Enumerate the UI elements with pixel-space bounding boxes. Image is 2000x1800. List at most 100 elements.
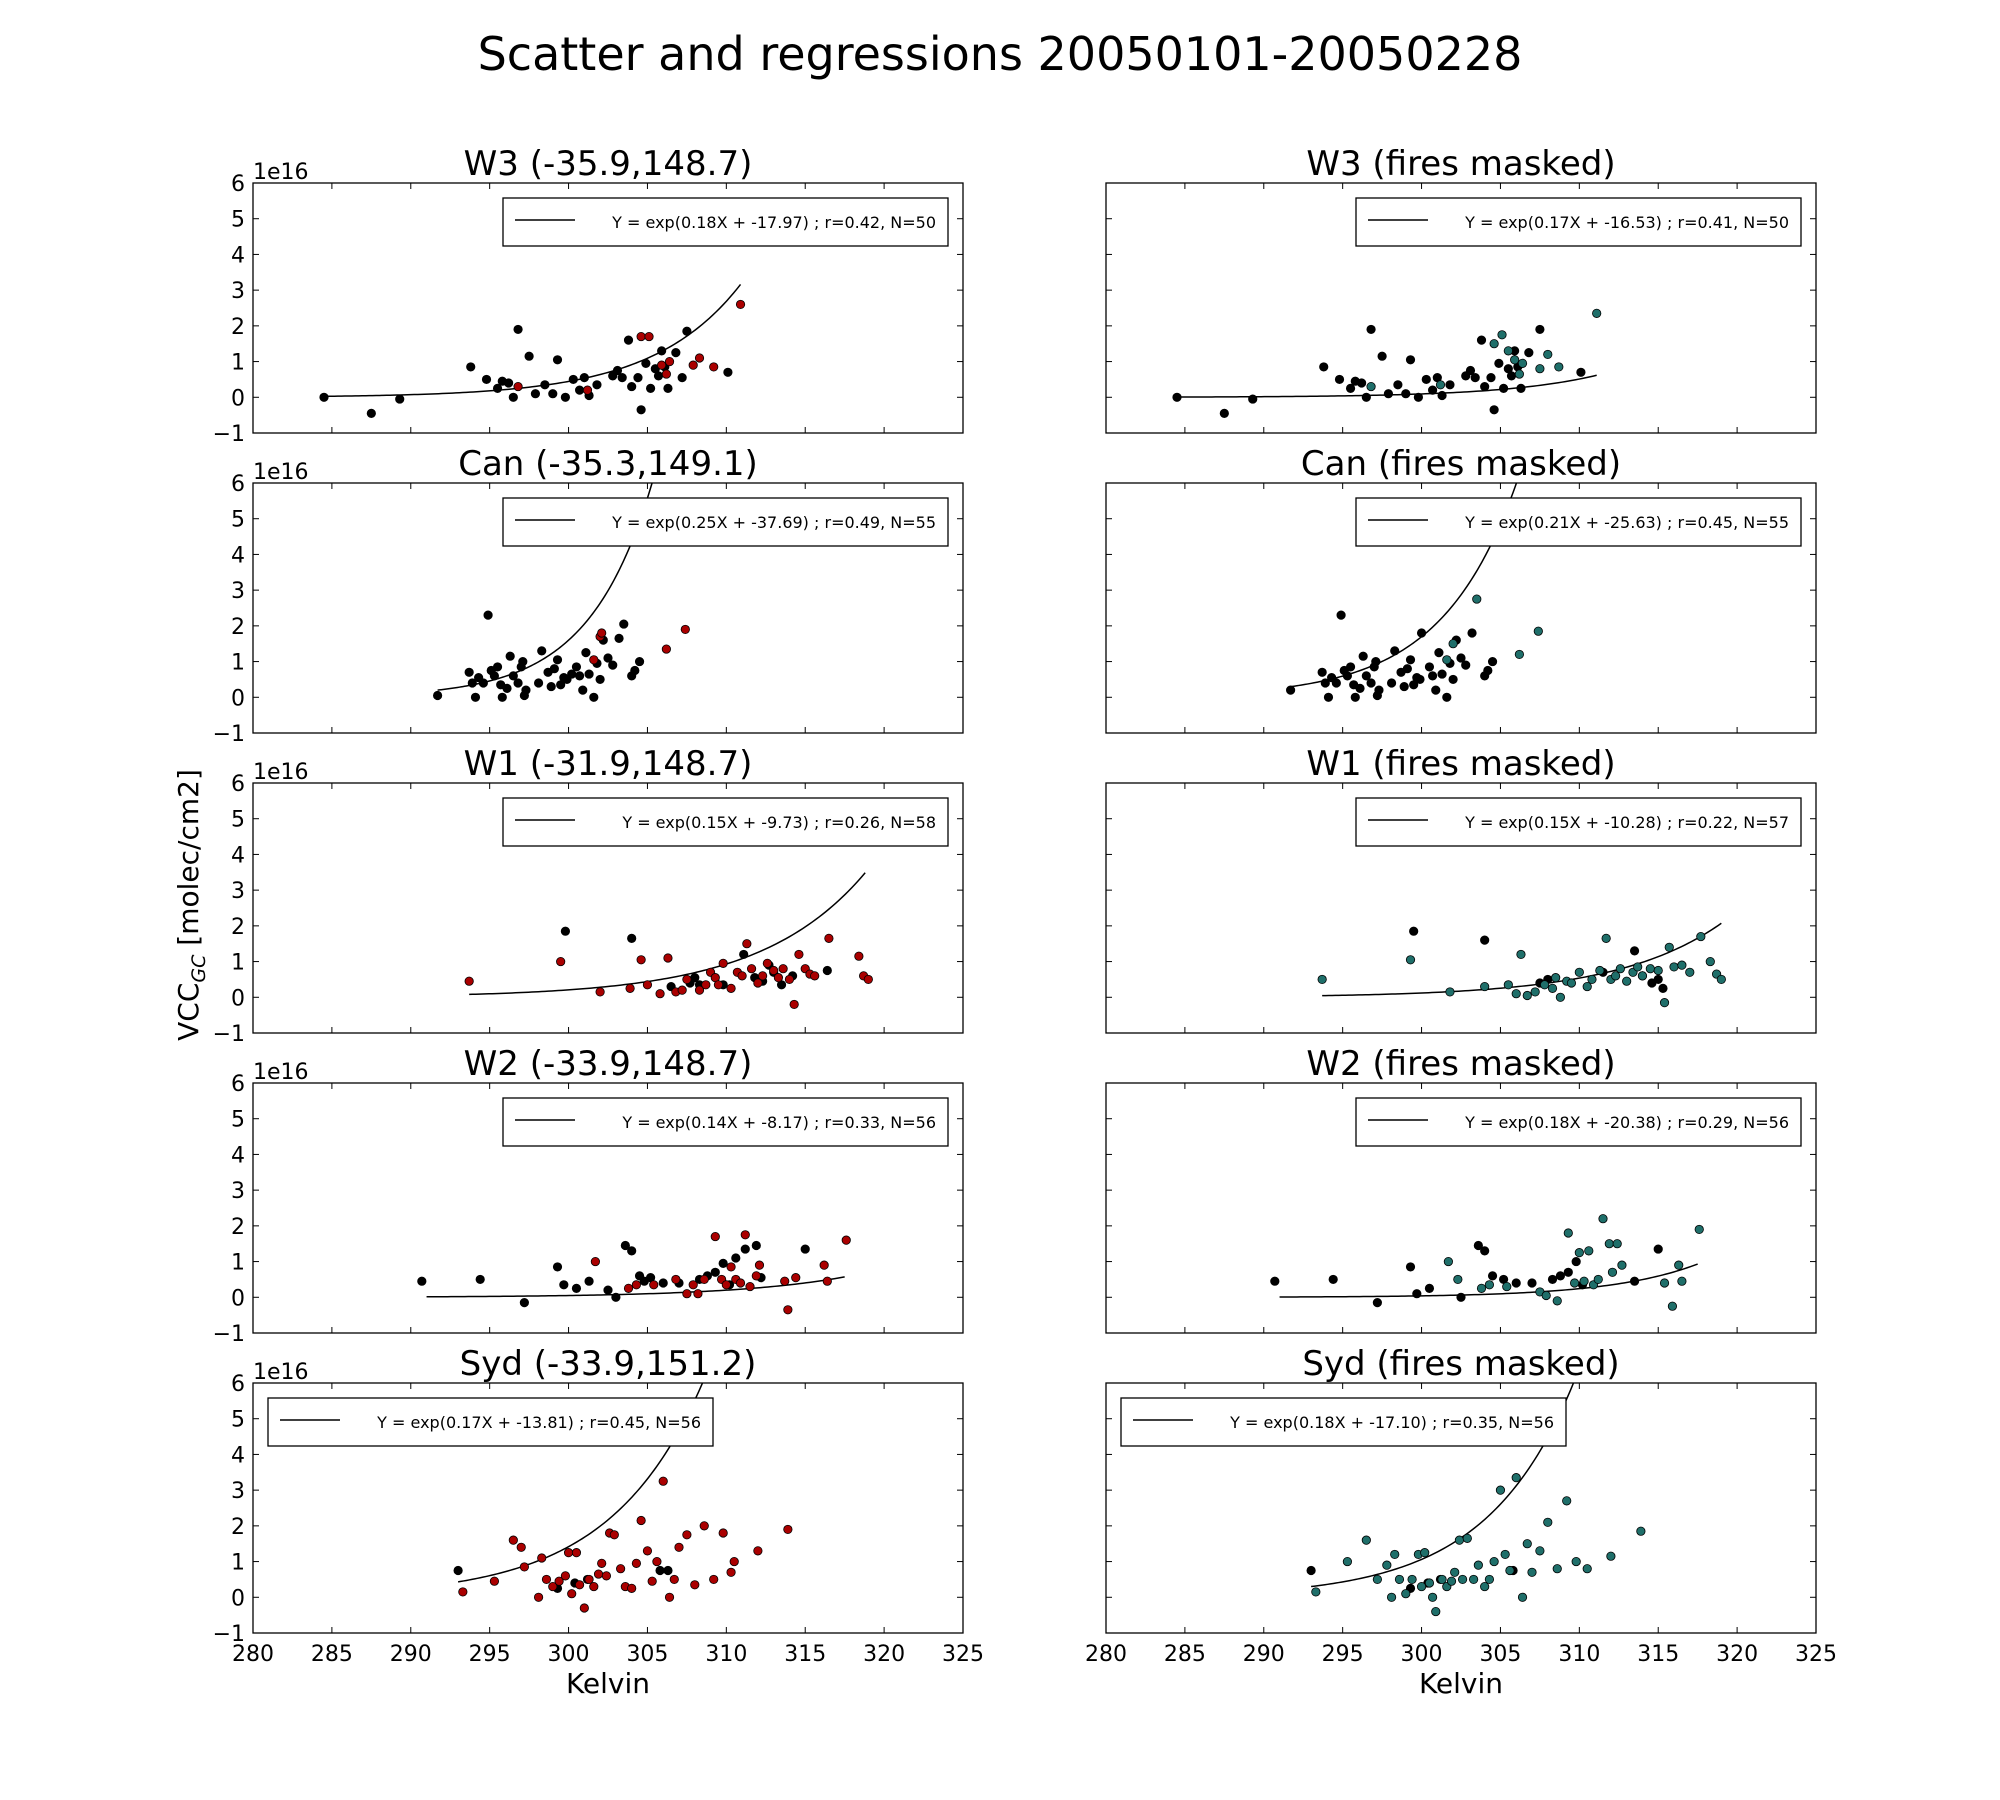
x-tick-label: 315 xyxy=(784,1642,826,1667)
axes-frame xyxy=(1105,1082,1817,1334)
data-point-masked xyxy=(1473,1560,1483,1570)
legend-label: Y = exp(0.18X + -17.97) ; r=0.42, N=50 xyxy=(611,213,936,232)
data-point-plain xyxy=(623,335,634,345)
data-point-masked xyxy=(1669,962,1679,972)
data-point-fire xyxy=(754,1260,765,1270)
data-point-masked xyxy=(1484,1574,1495,1585)
axes-frame xyxy=(1105,482,1817,734)
data-point-fire xyxy=(563,1548,574,1558)
data-point-plain xyxy=(1494,358,1504,368)
data-point-masked xyxy=(1514,369,1524,379)
data-point-masked xyxy=(1450,1567,1460,1577)
data-point-masked xyxy=(1517,358,1528,368)
data-point-fire xyxy=(726,983,736,993)
x-tick-label: 325 xyxy=(942,1642,984,1667)
data-point-fire xyxy=(753,978,763,988)
data-point-plain xyxy=(641,358,651,368)
data-point-fire xyxy=(464,976,474,986)
legend-box xyxy=(267,1397,714,1447)
data-point-plain xyxy=(319,392,329,402)
data-point-masked xyxy=(1667,1301,1678,1311)
data-point-plain xyxy=(552,1262,563,1272)
data-point-plain xyxy=(1306,1565,1316,1576)
data-point-plain xyxy=(1487,1271,1498,1281)
data-point-masked xyxy=(1472,594,1482,604)
data-point-plain xyxy=(581,648,591,658)
data-point-fire xyxy=(699,1274,709,1285)
data-point-plain xyxy=(540,380,550,390)
data-point-fire xyxy=(688,1280,698,1290)
data-point-masked xyxy=(1522,1539,1532,1549)
data-point-plain xyxy=(503,378,514,388)
x-tick-label: 300 xyxy=(548,1642,590,1667)
data-point-masked xyxy=(1535,364,1545,374)
figure-title: Scatter and regressions 20050101-2005022… xyxy=(478,27,1523,81)
data-point-plain xyxy=(1428,385,1438,395)
data-point-fire xyxy=(726,1262,736,1272)
data-point-fire xyxy=(584,1574,594,1585)
data-point-fire xyxy=(671,1274,681,1285)
legend-box xyxy=(1355,797,1802,847)
data-point-masked xyxy=(1595,965,1605,976)
data-point-masked xyxy=(1500,1549,1510,1560)
data-point-plain xyxy=(481,374,492,385)
data-point-fire xyxy=(537,1553,547,1563)
data-point-plain xyxy=(1270,1276,1280,1286)
regression-line xyxy=(1322,922,1722,997)
data-point-fire xyxy=(669,1574,679,1585)
data-point-fire xyxy=(783,1524,793,1535)
legend-label: Y = exp(0.14X + -8.17) ; r=0.33, N=56 xyxy=(621,1113,936,1132)
data-point-masked xyxy=(1401,1589,1411,1599)
data-point-masked xyxy=(1582,981,1592,992)
plot-area xyxy=(417,1230,851,1315)
data-point-fire xyxy=(753,1546,763,1556)
data-point-plain xyxy=(478,678,488,688)
panel-7: W2 (fires masked) Y = exp(0.18X + -20.38)… xyxy=(1105,1044,1817,1334)
data-point-masked xyxy=(1535,1546,1545,1556)
y-tick-label: 2 xyxy=(231,615,245,640)
legend-box xyxy=(502,1097,949,1147)
data-point-fire xyxy=(593,1569,604,1579)
data-point-masked xyxy=(1514,649,1524,660)
data-point-fire xyxy=(694,353,705,363)
data-point-plain xyxy=(751,1240,761,1251)
data-point-fire xyxy=(609,1530,619,1540)
y-axis-label-subscript: GC xyxy=(188,954,210,983)
data-point-masked xyxy=(1705,956,1715,967)
data-point-fire xyxy=(554,1576,564,1586)
plot-area xyxy=(464,872,873,1010)
plot-area xyxy=(1317,922,1726,1008)
panel-8: Syd (-33.9,151.2)280 285 290 295 300 305 310 31… xyxy=(213,1344,984,1700)
legend-label: Y = exp(0.17X + -13.81) ; r=0.45, N=56 xyxy=(376,1413,701,1432)
data-point-masked xyxy=(1382,1560,1392,1570)
data-point-masked xyxy=(1694,1224,1704,1235)
data-point-fire xyxy=(680,624,690,635)
data-point-plain xyxy=(524,351,534,361)
data-point-fire xyxy=(693,1289,703,1299)
data-point-masked xyxy=(1407,1574,1417,1585)
data-point-plain xyxy=(1390,646,1400,656)
data-point-plain xyxy=(1480,1246,1490,1256)
data-point-masked xyxy=(1361,1535,1371,1545)
data-point-masked xyxy=(1563,1228,1573,1238)
data-point-fire xyxy=(631,1558,642,1568)
data-point-plain xyxy=(1172,392,1182,402)
y-tick-label: 5 xyxy=(231,808,245,833)
data-point-plain xyxy=(584,1276,594,1286)
y-tick-label: 3 xyxy=(231,279,245,304)
data-point-fire xyxy=(574,1580,585,1590)
data-point-plain xyxy=(560,392,571,402)
x-tick-label: 285 xyxy=(311,1642,353,1667)
data-point-fire xyxy=(742,939,752,949)
data-point-plain xyxy=(1383,389,1394,399)
data-point-masked xyxy=(1612,1239,1622,1249)
panel-4: W1 (-31.9,148.7) −1 0 1 2 3 4 5 6 1e16 Y = exp(0.1… xyxy=(213,744,964,1047)
y-tick-label: −1 xyxy=(213,422,245,447)
data-point-plain xyxy=(568,374,578,385)
data-point-plain xyxy=(1393,380,1403,390)
y-tick-label: 1 xyxy=(231,951,245,976)
data-point-masked xyxy=(1607,1267,1618,1277)
data-point-plain xyxy=(663,383,673,393)
data-point-plain xyxy=(1366,678,1376,688)
data-point-plain xyxy=(508,671,518,681)
